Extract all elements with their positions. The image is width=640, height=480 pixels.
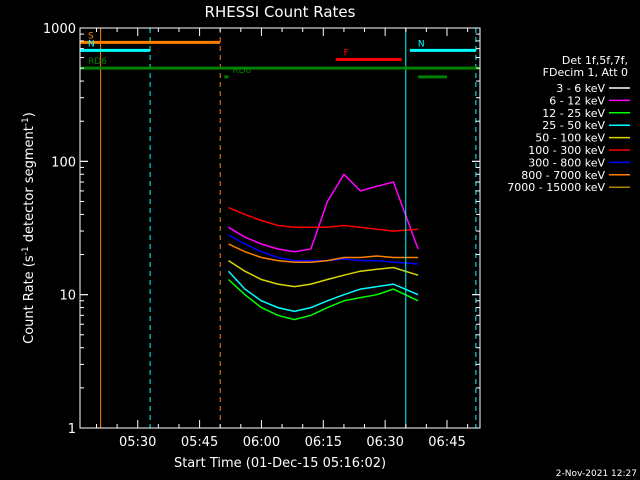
legend-label-0: 3 - 6 keV	[556, 82, 605, 95]
y-tick-label-1: 10	[59, 289, 76, 304]
legend-label-6: 300 - 800 keV	[528, 156, 605, 169]
y-axis-label: Count Rate (s-1 detector segment-1)	[21, 112, 37, 344]
flag-label-5: RD6	[232, 66, 251, 76]
legend-label-1: 6 - 12 keV	[549, 94, 605, 107]
x-tick-label-3: 06:15	[305, 435, 342, 450]
plot-frame	[79, 27, 481, 429]
axes-layer: 1 10 100 1000 05:30 05:45 06:00 06:15 06:30 06:45	[43, 22, 480, 450]
legend-header-1: FDecim 1, Att 0	[543, 66, 628, 79]
legend-label-3: 25 - 50 keV	[542, 119, 605, 132]
legend-label-7: 800 - 7000 keV	[521, 169, 605, 182]
y-tick-label-0: 1	[68, 422, 76, 437]
footer-date: 2-Nov-2021 12:27	[556, 469, 637, 479]
x-tick-label-2: 06:00	[243, 435, 280, 450]
y-tick-label-3: 1000	[43, 22, 76, 37]
legend-label-4: 50 - 100 keV	[535, 132, 605, 145]
series-line-2	[227, 278, 419, 321]
y-tick-label-2: 100	[51, 155, 76, 170]
x-tick-label-0: 05:30	[119, 435, 156, 450]
series-line-7	[228, 243, 419, 264]
flag-label-2: N	[418, 39, 425, 49]
legend-label-8: 7000 - 15000 keV	[507, 181, 605, 194]
series-line-5	[228, 206, 419, 232]
x-tick-label-4: 06:30	[366, 435, 403, 450]
legend-label-2: 12 - 25 keV	[542, 107, 605, 120]
series-line-3	[227, 270, 419, 313]
chart-title: RHESSI Count Rates	[205, 3, 356, 21]
series-line-0	[228, 171, 419, 232]
flag-label-3: F	[344, 49, 349, 59]
flag-label-0: S	[88, 31, 94, 41]
legend-header-0: Det 1f,5f,7f,	[562, 54, 628, 67]
data-layer	[227, 171, 419, 321]
legend-label-5: 100 - 300 keV	[528, 144, 605, 157]
series-line-6	[228, 234, 419, 265]
flag-label-4: RD6	[88, 57, 107, 67]
series-line-1	[228, 173, 419, 253]
series-line-4	[228, 259, 419, 288]
x-axis-label: Start Time (01-Dec-15 05:16:02)	[174, 456, 386, 471]
x-tick-label-1: 05:45	[181, 435, 218, 450]
flag-label-1: N	[88, 39, 95, 49]
x-tick-label-5: 06:45	[428, 435, 465, 450]
